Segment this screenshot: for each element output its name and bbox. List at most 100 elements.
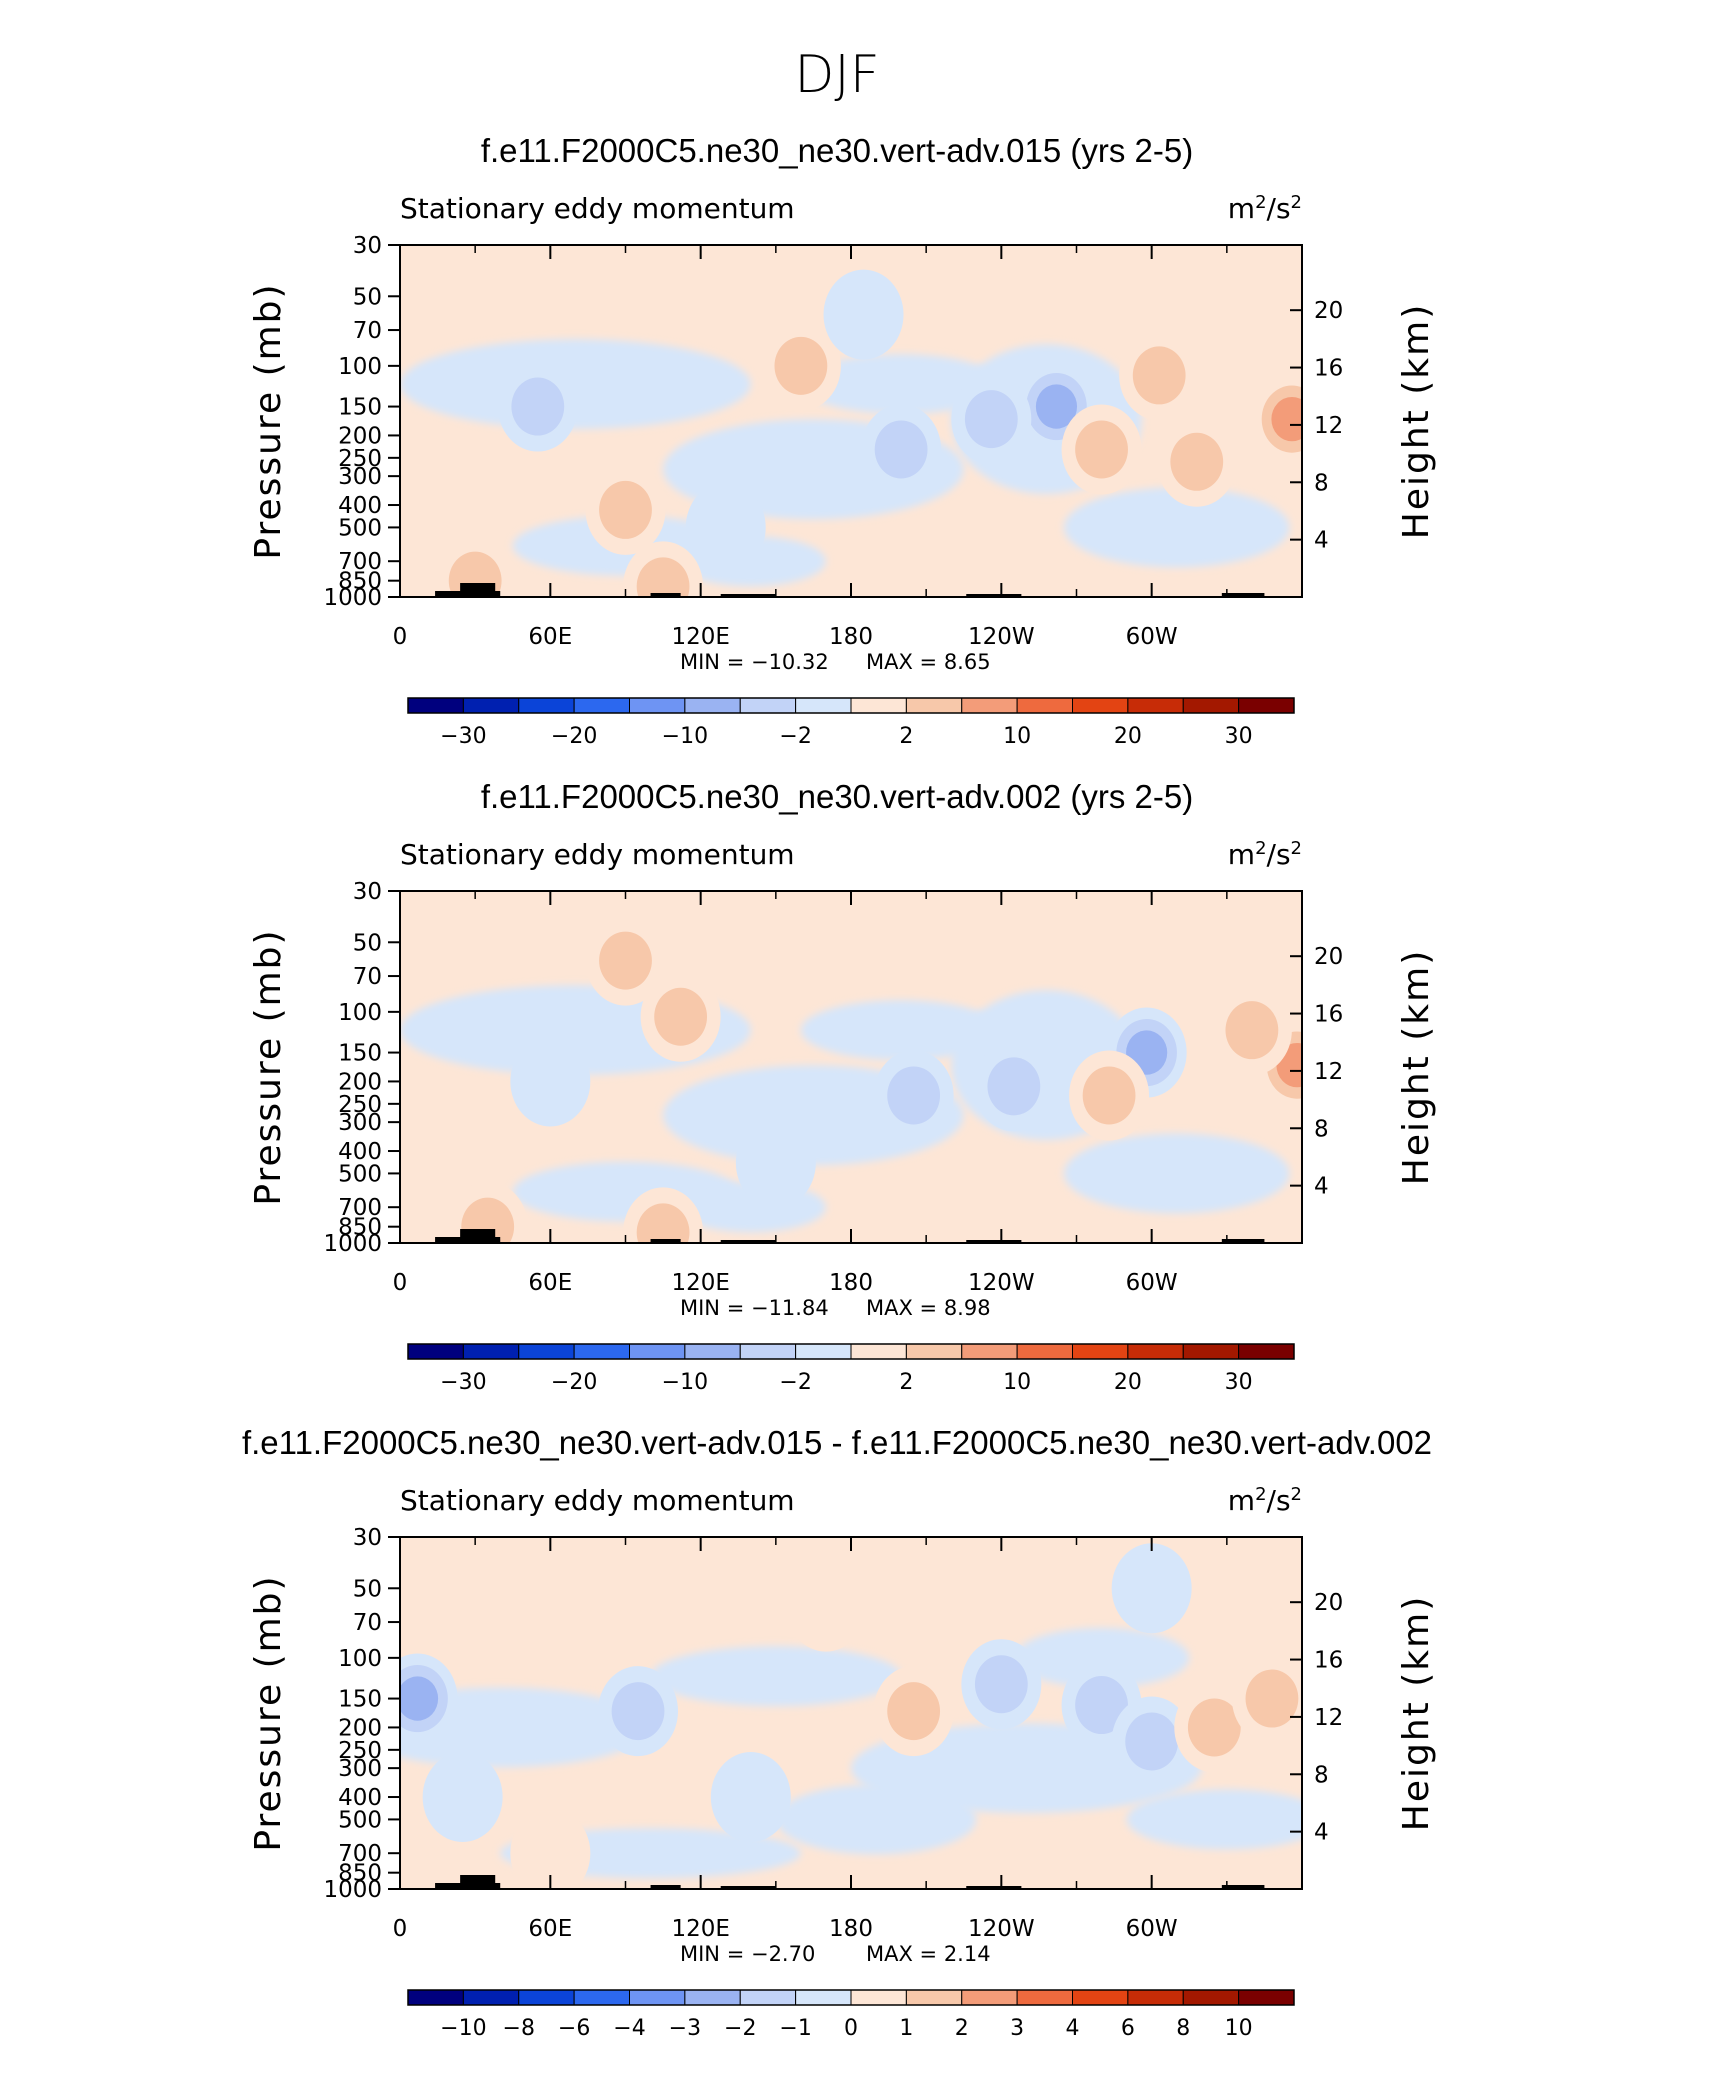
contour-blob <box>823 269 904 360</box>
colorbar-segment <box>1016 1343 1073 1360</box>
x-tick-label: 120E <box>671 624 729 650</box>
colorbar-label: −2 <box>779 1370 811 1395</box>
contour-blob <box>974 1655 1028 1714</box>
min-label: MIN = −10.32 <box>680 650 829 674</box>
y-tick-label: 500 <box>338 1161 382 1187</box>
y-tick-label: 100 <box>338 354 382 380</box>
contour-blob <box>1187 1698 1241 1757</box>
variable-label: Stationary eddy momentum <box>400 192 795 225</box>
colorbar-segment <box>850 1343 907 1360</box>
y-tick-label: 70 <box>353 318 382 344</box>
x-tick-label: 60W <box>1126 624 1178 650</box>
panel-title: f.e11.F2000C5.ne30_ne30.vert-adv.015 (yr… <box>481 132 1193 169</box>
y-tick-label: 200 <box>338 423 382 449</box>
y-tick-label: 250 <box>338 1092 382 1118</box>
x-tick-label: 60E <box>528 1270 572 1296</box>
y-tick-label: 100 <box>338 1646 382 1672</box>
colorbar-segment <box>1238 697 1295 714</box>
contour-blob <box>1225 1001 1279 1060</box>
colorbar-segment <box>518 1989 575 2006</box>
colorbar-segment <box>462 1343 520 1360</box>
x-tick-label: 0 <box>393 1270 408 1296</box>
colorbar-segment <box>850 697 907 714</box>
colorbar-label: 1 <box>899 2016 913 2041</box>
colorbar-segment <box>795 1343 852 1360</box>
contour-blob <box>987 1057 1041 1116</box>
contour-blob <box>1035 384 1078 429</box>
colorbar-segment <box>629 1989 686 2006</box>
contour-field <box>400 891 1302 1243</box>
topography <box>460 583 496 597</box>
colorbar-label: 8 <box>1176 2016 1190 2041</box>
colorbar-segment <box>961 1989 1018 2006</box>
y-tick-label: 500 <box>338 515 382 541</box>
colorbar-segment <box>407 1989 464 2006</box>
units-part: m <box>1228 192 1255 225</box>
colorbar-segment <box>518 1343 575 1360</box>
colorbar-label: 10 <box>1003 724 1031 749</box>
colorbar-segment <box>961 1343 1018 1360</box>
y2-tick-label: 4 <box>1314 528 1329 554</box>
contour-blob <box>461 1197 515 1243</box>
units-part: 2 <box>1255 1484 1266 1505</box>
topography <box>460 1229 496 1243</box>
x-tick-label: 0 <box>393 1916 408 1942</box>
y-tick-label: 850 <box>338 1861 382 1887</box>
contour-blob <box>1245 1669 1299 1728</box>
y-tick-label: 100 <box>338 1000 382 1026</box>
figure-title: DJF <box>794 45 879 105</box>
colorbar-label: 10 <box>1225 2016 1253 2041</box>
colorbar-segment <box>573 697 630 714</box>
y-tick-label: 30 <box>353 879 382 905</box>
y-tick-label: 850 <box>338 1215 382 1241</box>
x-tick-label: 120E <box>671 1916 729 1942</box>
y-tick-label: 700 <box>338 549 382 575</box>
y2-axis-title: Height (km) <box>1396 949 1437 1185</box>
panel-1: f.e11.F2000C5.ne30_ne30.vert-adv.015 (yr… <box>248 132 1437 749</box>
contour-blob <box>1170 432 1224 491</box>
x-tick-label: 180 <box>829 1916 873 1942</box>
colorbar-segment <box>573 1989 630 2006</box>
colorbar-segment <box>407 1343 464 1360</box>
contour-blob <box>636 1203 690 1243</box>
y-tick-label: 200 <box>338 1069 382 1095</box>
y-tick-label: 250 <box>338 1738 382 1764</box>
x-tick-label: 0 <box>393 624 408 650</box>
contour-blob <box>785 1561 866 1652</box>
y-tick-label: 1000 <box>323 1877 382 1903</box>
topography <box>720 1240 776 1243</box>
contour-blob <box>1125 1712 1179 1771</box>
units-part: 2 <box>1255 192 1266 213</box>
panel-3: f.e11.F2000C5.ne30_ne30.vert-adv.015 - f… <box>242 1424 1437 2041</box>
contour-blob <box>735 1117 816 1208</box>
y2-tick-label: 4 <box>1314 1174 1329 1200</box>
y-tick-label: 50 <box>353 284 382 310</box>
y-tick-label: 30 <box>353 233 382 259</box>
panel-title: f.e11.F2000C5.ne30_ne30.vert-adv.015 - f… <box>242 1424 1432 1461</box>
y-tick-label: 50 <box>353 1576 382 1602</box>
colorbar-label: −2 <box>724 2016 756 2041</box>
y-tick-label: 700 <box>338 1195 382 1221</box>
field-region <box>1063 487 1290 568</box>
contour-blob <box>1075 420 1128 479</box>
y2-tick-label: 8 <box>1314 470 1329 496</box>
contour-field <box>400 1537 1302 1889</box>
colorbar-segment <box>1182 697 1240 714</box>
panel-title: f.e11.F2000C5.ne30_ne30.vert-adv.002 (yr… <box>481 778 1193 815</box>
contour-blob <box>1082 1066 1136 1125</box>
variable-label: Stationary eddy momentum <box>400 838 795 871</box>
colorbar-label: 20 <box>1114 1370 1142 1395</box>
y-tick-label: 50 <box>353 930 382 956</box>
y-axis-title: Pressure (mb) <box>248 928 289 1205</box>
contour-blob <box>510 1808 591 1889</box>
colorbar-segment <box>1127 1989 1184 2006</box>
field-region <box>800 354 1002 415</box>
topography <box>1221 1885 1265 1889</box>
colorbar-segment <box>684 1989 741 2006</box>
y-tick-label: 850 <box>338 569 382 595</box>
colorbar-label: 2 <box>955 2016 969 2041</box>
field-region <box>650 1646 902 1707</box>
contour-blob <box>599 480 652 539</box>
contour-blob <box>636 557 690 597</box>
contour-blob <box>1111 1543 1192 1634</box>
